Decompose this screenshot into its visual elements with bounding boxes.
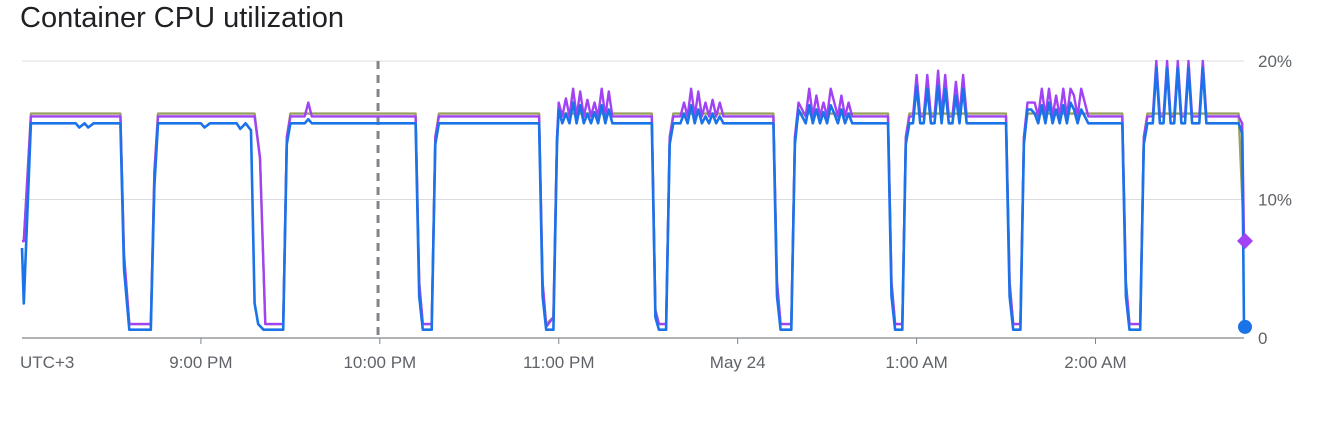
series-line-2[interactable]: [22, 59, 1246, 329]
tick-labels: 0 10% 20% UTC+3 9:00 PM 10:00 PM 11:00 PM May 2…: [20, 52, 1292, 372]
y-tick-label: 20%: [1258, 52, 1292, 71]
series-1-end-marker[interactable]: [1238, 319, 1252, 334]
x-tick-label: 11:00 PM: [523, 353, 595, 372]
series-2-end-marker[interactable]: [1237, 233, 1253, 250]
end-markers: [1237, 233, 1253, 334]
series-group: [20, 59, 1246, 331]
x-tick-label: 9:00 PM: [169, 353, 232, 372]
series-line-3[interactable]: [22, 112, 1246, 326]
y-tick-label: 10%: [1258, 191, 1292, 210]
x-tick-label: 2:00 AM: [1064, 353, 1126, 372]
x-tick-label: 10:00 PM: [343, 353, 416, 372]
x-tick-label: May 24: [710, 353, 766, 372]
series-line-1[interactable]: [20, 66, 1246, 331]
timezone-label: UTC+3: [20, 353, 74, 372]
x-tick-label: 1:00 AM: [885, 353, 947, 372]
y-tick-label: 0: [1258, 329, 1267, 348]
x-axis: [22, 61, 1244, 344]
grid-lines: [22, 60, 1244, 200]
chart-title: Container CPU utilization: [20, 2, 344, 34]
